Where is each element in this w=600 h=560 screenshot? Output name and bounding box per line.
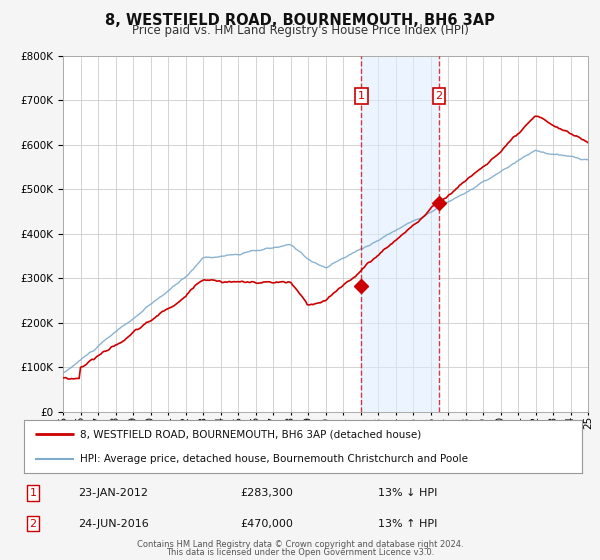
Text: 1: 1 <box>358 91 365 101</box>
Text: 2: 2 <box>436 91 442 101</box>
Text: Price paid vs. HM Land Registry's House Price Index (HPI): Price paid vs. HM Land Registry's House … <box>131 24 469 37</box>
Text: This data is licensed under the Open Government Licence v3.0.: This data is licensed under the Open Gov… <box>166 548 434 557</box>
Bar <box>361 56 439 412</box>
Text: 8, WESTFIELD ROAD, BOURNEMOUTH, BH6 3AP: 8, WESTFIELD ROAD, BOURNEMOUTH, BH6 3AP <box>105 13 495 28</box>
Text: 8, WESTFIELD ROAD, BOURNEMOUTH, BH6 3AP (detached house): 8, WESTFIELD ROAD, BOURNEMOUTH, BH6 3AP … <box>80 430 421 440</box>
Text: 2: 2 <box>29 519 37 529</box>
Text: £470,000: £470,000 <box>240 519 293 529</box>
Text: 13% ↓ HPI: 13% ↓ HPI <box>378 488 437 498</box>
Text: 24-JUN-2016: 24-JUN-2016 <box>78 519 149 529</box>
Text: 23-JAN-2012: 23-JAN-2012 <box>78 488 148 498</box>
Text: HPI: Average price, detached house, Bournemouth Christchurch and Poole: HPI: Average price, detached house, Bour… <box>80 454 468 464</box>
Text: £283,300: £283,300 <box>240 488 293 498</box>
Text: 13% ↑ HPI: 13% ↑ HPI <box>378 519 437 529</box>
Text: 1: 1 <box>29 488 37 498</box>
Text: Contains HM Land Registry data © Crown copyright and database right 2024.: Contains HM Land Registry data © Crown c… <box>137 540 463 549</box>
